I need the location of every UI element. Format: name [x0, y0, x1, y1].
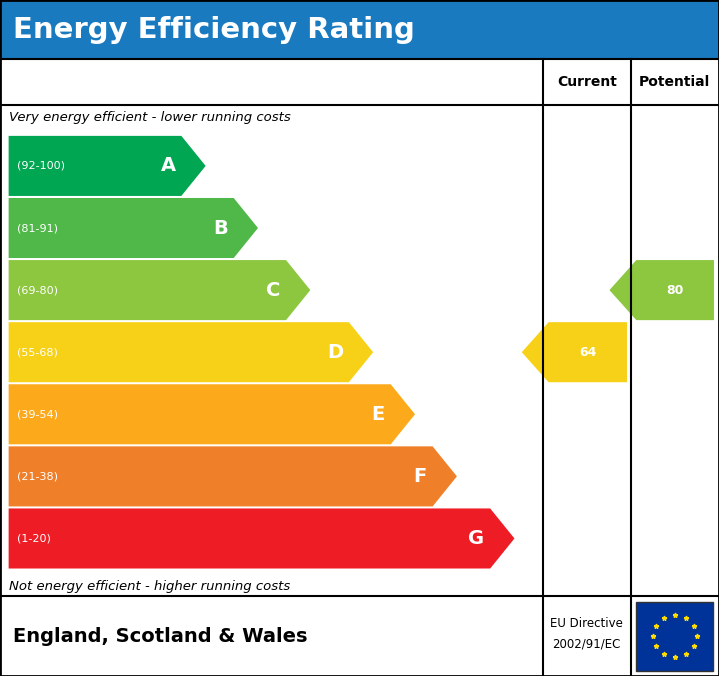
Text: EU Directive: EU Directive [550, 617, 623, 631]
Text: B: B [214, 218, 228, 237]
Text: (69-80): (69-80) [17, 285, 58, 295]
Text: F: F [413, 467, 427, 486]
Text: C: C [266, 281, 280, 299]
Text: (1-20): (1-20) [17, 533, 51, 544]
Text: 64: 64 [579, 345, 597, 359]
Text: Energy Efficiency Rating: Energy Efficiency Rating [13, 16, 415, 44]
Polygon shape [9, 260, 311, 320]
Text: G: G [468, 529, 485, 548]
Bar [636, 602, 713, 671]
Text: Not energy efficient - higher running costs: Not energy efficient - higher running co… [9, 580, 290, 593]
Text: A: A [160, 156, 175, 175]
Text: (39-54): (39-54) [17, 409, 58, 419]
Polygon shape [9, 198, 258, 258]
Text: England, Scotland & Wales: England, Scotland & Wales [13, 627, 308, 646]
Text: (81-91): (81-91) [17, 223, 58, 233]
Text: (21-38): (21-38) [17, 471, 58, 481]
Text: (92-100): (92-100) [17, 161, 65, 171]
Polygon shape [9, 136, 206, 196]
Text: Potential: Potential [639, 76, 710, 89]
Text: 2002/91/EC: 2002/91/EC [552, 637, 621, 651]
Polygon shape [9, 508, 515, 569]
Text: E: E [372, 405, 385, 424]
Text: Current: Current [557, 76, 617, 89]
Text: D: D [327, 343, 343, 362]
Polygon shape [9, 446, 457, 506]
Text: (55-68): (55-68) [17, 347, 58, 357]
Text: Very energy efficient - lower running costs: Very energy efficient - lower running co… [9, 111, 290, 124]
Polygon shape [522, 322, 627, 382]
Polygon shape [9, 384, 415, 444]
Bar [0, 0, 719, 59]
Polygon shape [9, 322, 373, 382]
Text: 80: 80 [667, 284, 684, 297]
Polygon shape [610, 260, 714, 320]
